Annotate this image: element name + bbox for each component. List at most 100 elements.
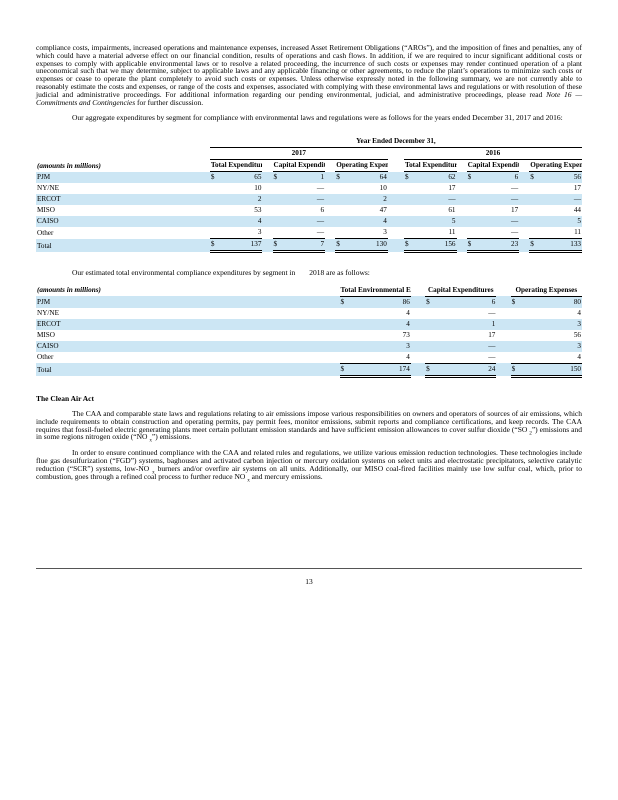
paragraph-estimated-expenditures: Our estimated total environmental compli…	[36, 269, 582, 277]
dollar-sign	[335, 194, 348, 206]
table-years-row: 2017 2016	[36, 147, 582, 161]
dollar-sign	[511, 308, 525, 319]
amount-value: 4	[406, 352, 410, 361]
amount-value: 6	[439, 296, 497, 308]
spacer	[457, 227, 467, 239]
dollar-sign	[529, 194, 542, 206]
dollar-sign: $	[272, 238, 285, 254]
spacer	[325, 216, 336, 228]
spacer	[496, 318, 511, 330]
paragraph-text: and mercury emissions.	[249, 471, 323, 481]
segment-label: Total	[36, 238, 202, 252]
dollar-sign	[404, 183, 416, 194]
table-row-other: Other 4 — 4	[36, 352, 582, 364]
spacer	[202, 227, 210, 239]
segment-label: Other	[37, 353, 54, 362]
amount-value: —	[478, 216, 520, 228]
dollar-sign	[425, 330, 439, 341]
spacer	[456, 194, 467, 206]
amount-value: 3	[353, 340, 411, 352]
amount-value: 3	[257, 228, 262, 237]
amount-value: 64	[347, 171, 388, 184]
note-16-reference[interactable]: Note 16 —Commitments and Contingencies	[36, 89, 582, 107]
segment-label: PJM	[36, 296, 332, 308]
amount-value: 5	[416, 216, 457, 228]
amount-value: 65	[222, 171, 263, 184]
spacer	[410, 296, 426, 308]
amount-value: 6	[478, 171, 520, 184]
dollar-sign	[335, 205, 347, 216]
subscript-x: x	[149, 437, 152, 444]
table-column-headers-row: (amounts in millions) Total Expenditures…	[36, 159, 582, 173]
spacer	[519, 183, 529, 194]
spacer	[387, 216, 404, 228]
amount-value: 4	[406, 308, 410, 317]
dollar-sign	[529, 183, 541, 194]
amount-value: 4	[353, 318, 411, 330]
column-header: Capital Expenditures	[425, 284, 497, 297]
amount-value: —	[416, 194, 457, 206]
dollar-sign	[210, 227, 222, 239]
dollar-sign: $	[510, 296, 525, 308]
table-row-ercot: ERCOT 4 1 3	[36, 318, 582, 330]
amount-value: 150	[524, 362, 582, 378]
spacer	[262, 160, 272, 172]
amount-value: 4	[577, 352, 581, 361]
dollar-sign	[529, 205, 541, 216]
spacer	[331, 318, 340, 330]
spacer	[411, 352, 425, 364]
spacer	[262, 183, 272, 194]
amount-value: 47	[379, 206, 387, 215]
dollar-sign	[467, 227, 479, 239]
spacer	[519, 171, 530, 184]
dollar-sign	[335, 183, 347, 194]
dollar-sign	[335, 216, 348, 228]
dollar-sign	[210, 205, 222, 216]
year-2017-header: 2017	[209, 147, 388, 161]
amount-value: 17	[573, 184, 581, 193]
amount-value: 6	[320, 206, 325, 215]
amount-value: 1	[439, 318, 497, 330]
spacer	[519, 194, 530, 206]
spacer	[325, 183, 335, 194]
dollar-sign	[335, 227, 347, 239]
dollar-sign	[340, 308, 354, 319]
spacer	[411, 308, 425, 319]
amount-value: 133	[541, 238, 582, 254]
table-row-total: Total $137 $7 $130 $156 $23 $133	[36, 238, 582, 254]
amount-value: 1	[284, 171, 326, 184]
spacer	[331, 352, 339, 364]
column-header: Total Environmental Expenditures	[339, 284, 411, 297]
spacer	[388, 227, 404, 239]
amount-value: 11	[448, 228, 456, 237]
spacer	[496, 340, 511, 352]
dollar-sign	[425, 340, 440, 352]
amount-value: 4	[347, 216, 388, 228]
spacer	[456, 171, 467, 184]
spacer	[262, 194, 273, 206]
segment-label: ERCOT	[36, 318, 332, 330]
amount-value: 174	[353, 362, 411, 378]
spacer	[519, 205, 529, 216]
amount-value: 53	[254, 206, 262, 215]
amount-value: —	[284, 194, 326, 206]
spacer	[325, 205, 335, 216]
amount-value: —	[316, 184, 325, 193]
column-header: Total Expenditures	[209, 159, 263, 173]
spacer	[457, 183, 467, 194]
amount-value: —	[284, 216, 326, 228]
spacer	[331, 363, 340, 377]
column-header: Operating Expenses	[529, 159, 582, 173]
amount-value: 137	[222, 238, 263, 254]
dollar-sign	[272, 216, 285, 228]
amount-value: —	[511, 184, 519, 193]
amount-value: 86	[353, 296, 411, 308]
spacer	[331, 308, 339, 319]
amount-value: 2	[347, 194, 388, 206]
spacer	[456, 238, 467, 252]
spacer	[201, 216, 210, 228]
dollar-sign	[272, 194, 285, 206]
dollar-sign	[403, 194, 417, 206]
amount-value: —	[488, 352, 496, 361]
spacer	[496, 285, 510, 297]
